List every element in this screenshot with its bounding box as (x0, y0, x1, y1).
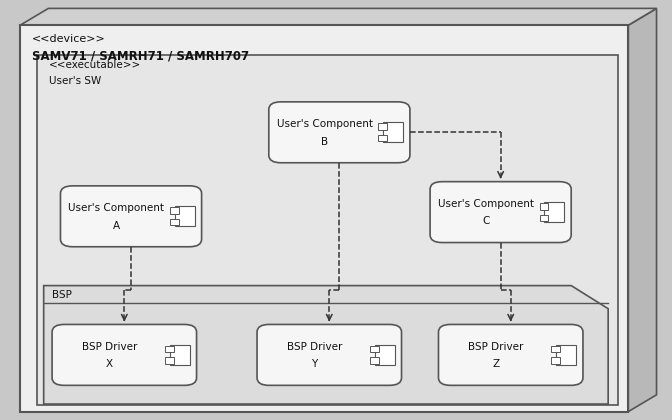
Bar (370, 357, 378, 364)
Bar (370, 346, 378, 352)
FancyBboxPatch shape (269, 102, 410, 163)
Bar (378, 123, 387, 130)
Bar (544, 202, 564, 222)
Text: C: C (482, 216, 489, 226)
FancyBboxPatch shape (60, 186, 202, 247)
Text: User's Component: User's Component (69, 203, 164, 213)
Text: BSP Driver: BSP Driver (82, 341, 137, 352)
Bar (170, 207, 179, 214)
Text: <<device>>: <<device>> (32, 34, 106, 44)
Bar (375, 345, 395, 365)
Text: BSP: BSP (52, 290, 72, 300)
FancyBboxPatch shape (257, 324, 402, 386)
Text: BSP Driver: BSP Driver (287, 341, 342, 352)
FancyBboxPatch shape (52, 324, 196, 386)
Polygon shape (628, 8, 657, 412)
FancyBboxPatch shape (430, 181, 571, 243)
Bar (556, 345, 576, 365)
Text: A: A (113, 220, 120, 231)
Bar (175, 206, 195, 226)
Text: Z: Z (493, 359, 499, 369)
Text: B: B (321, 136, 328, 147)
Bar (540, 215, 548, 221)
Text: <<executable>>: <<executable>> (49, 60, 141, 70)
Text: X: X (106, 359, 113, 369)
Bar (170, 219, 179, 226)
Text: BSP Driver: BSP Driver (468, 341, 523, 352)
Text: User's Component: User's Component (438, 199, 534, 209)
Bar (169, 345, 190, 365)
FancyBboxPatch shape (438, 324, 583, 386)
Text: User's SW: User's SW (49, 76, 101, 86)
Bar (540, 203, 548, 210)
Text: SAMV71 / SAMRH71 / SAMRH707: SAMV71 / SAMRH71 / SAMRH707 (32, 50, 249, 63)
Polygon shape (20, 8, 657, 25)
Bar (165, 346, 173, 352)
Bar (551, 346, 560, 352)
Bar (383, 122, 403, 142)
Polygon shape (44, 286, 608, 404)
Bar (378, 135, 387, 142)
Text: Y: Y (311, 359, 318, 369)
Bar (37, 55, 618, 405)
Bar (165, 357, 173, 364)
Bar (551, 357, 560, 364)
Text: User's Component: User's Component (277, 119, 372, 129)
